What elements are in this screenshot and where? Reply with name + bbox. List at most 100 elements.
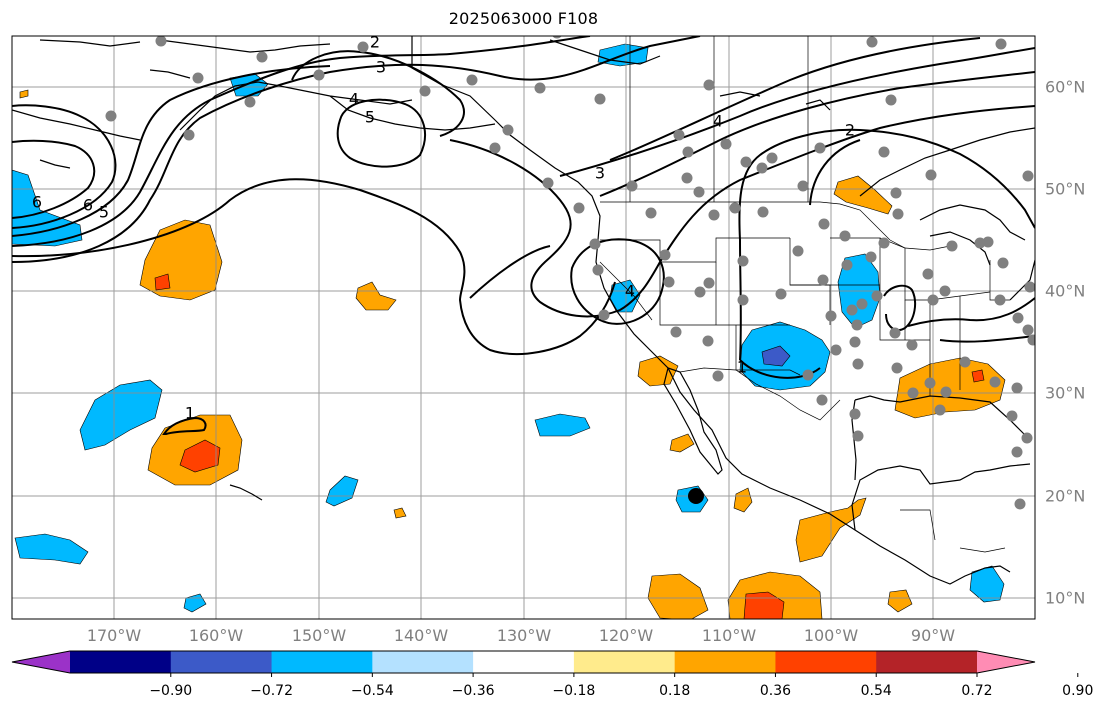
orange-region	[733, 487, 753, 513]
lat-tick-label: 30°N	[1045, 383, 1086, 403]
contour-label: 1	[737, 358, 747, 377]
station-dot	[839, 230, 851, 242]
station-dot	[670, 326, 682, 338]
station-dot	[693, 186, 705, 198]
station-dot	[155, 36, 167, 47]
station-dot	[856, 298, 868, 310]
colorbar-segment	[473, 651, 575, 673]
colorbar-tick-label: 0.54	[860, 683, 892, 699]
station-dot	[256, 51, 268, 63]
lon-tick-label: 150°W	[291, 626, 347, 645]
station-dot	[682, 146, 694, 158]
station-dot	[737, 294, 749, 306]
station-dot	[865, 251, 877, 263]
station-dot	[313, 69, 325, 81]
lon-tick-label: 130°W	[496, 626, 552, 645]
station-dot	[1022, 170, 1034, 182]
station-dot	[542, 177, 554, 189]
map-title: 2025063000 F108	[448, 9, 599, 28]
station-dot	[946, 240, 958, 252]
station-dot	[712, 370, 724, 382]
station-dot	[737, 255, 749, 267]
orange-region	[833, 175, 893, 215]
lon-tick-label: 170°W	[86, 626, 142, 645]
contour-label: 4	[625, 282, 635, 301]
station-dot	[673, 129, 685, 141]
station-dot	[866, 36, 878, 48]
station-dot	[720, 138, 732, 150]
station-dot	[885, 94, 897, 106]
station-dot	[592, 264, 604, 276]
blue-region	[969, 565, 1005, 603]
station-dot	[589, 238, 601, 250]
lat-tick-label: 40°N	[1045, 281, 1086, 301]
lon-tick-label: 120°W	[598, 626, 654, 645]
graticule	[12, 36, 1035, 619]
station-dot	[1012, 312, 1024, 324]
blue-region	[79, 379, 163, 451]
station-dot	[878, 146, 890, 158]
station-dot	[922, 268, 934, 280]
colorbar-segment	[775, 651, 877, 673]
station-dot	[645, 207, 657, 219]
red-region	[743, 591, 785, 619]
blue-region	[183, 593, 207, 613]
blue-region	[325, 475, 359, 507]
lat-tick-label: 20°N	[1045, 486, 1086, 506]
station-dot	[802, 369, 814, 381]
station-dot	[818, 218, 830, 230]
station-dot	[534, 82, 546, 94]
lat-tick-label: 10°N	[1045, 588, 1086, 608]
station-dot	[995, 38, 1007, 50]
colorbar-tick-label: −0.54	[350, 683, 394, 699]
station-dot	[466, 74, 478, 86]
station-dot	[797, 180, 809, 192]
colorbar-segment	[170, 651, 273, 673]
station-dot	[924, 377, 936, 389]
station-dot	[626, 180, 638, 192]
purple-region	[761, 345, 791, 367]
colorbar-tick-label: −0.90	[149, 683, 193, 699]
lat-tick-label: 50°N	[1045, 179, 1086, 199]
colorbar-tick-label: 0.72	[961, 683, 993, 699]
orange-region	[393, 507, 407, 519]
station-dot	[939, 285, 951, 297]
contour-label: 4	[349, 90, 359, 109]
lon-tick-label: 140°W	[393, 626, 449, 645]
orange-region	[355, 281, 397, 311]
contour-label: 5	[365, 108, 375, 127]
station-dot	[830, 344, 842, 356]
colorbar-tick-label: 0.36	[759, 683, 792, 699]
station-dot	[1022, 324, 1034, 336]
shading-layer	[12, 43, 1006, 619]
blue-region	[534, 413, 591, 437]
map-frame	[11, 35, 1036, 620]
colorbar-extend-high	[977, 651, 1035, 673]
station-dot	[489, 142, 501, 154]
station-dot	[357, 41, 369, 53]
colorbar	[11, 650, 1079, 677]
station-dot	[1011, 446, 1023, 458]
colorbar-tick-label: −0.72	[250, 683, 293, 699]
station-dot	[982, 236, 994, 248]
station-dot	[708, 209, 720, 221]
station-dot	[183, 129, 195, 141]
station-dot	[244, 96, 256, 108]
contour-label: 2	[845, 121, 855, 140]
station-dot	[959, 356, 971, 368]
station-dot	[766, 152, 778, 164]
station-dot	[594, 93, 606, 105]
station-dot	[892, 208, 904, 220]
station-dot	[702, 335, 714, 347]
station-dot	[997, 257, 1009, 269]
orange-region	[887, 589, 913, 613]
lon-tick-label: 100°W	[803, 626, 859, 645]
station-dot	[659, 249, 671, 261]
colorbar-segment	[573, 651, 676, 673]
station-dot	[989, 376, 1001, 388]
colorbar-segment	[70, 651, 172, 673]
station-dot	[851, 319, 863, 331]
orange-region	[669, 433, 695, 453]
colorbar-tick-label: −0.18	[552, 683, 596, 699]
orange-region	[647, 573, 709, 619]
